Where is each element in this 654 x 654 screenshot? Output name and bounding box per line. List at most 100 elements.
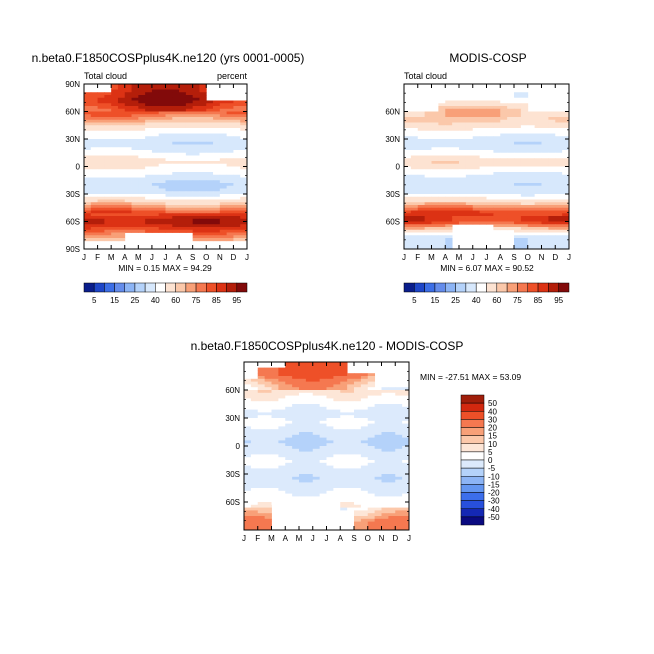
field-cell — [165, 89, 173, 93]
field-cell — [541, 150, 549, 154]
field-cell — [541, 133, 549, 137]
field-cell — [111, 172, 119, 176]
field-cell — [354, 460, 362, 464]
field-cell — [312, 404, 321, 408]
field-cell — [192, 133, 200, 137]
panel-obs-colorbar: 5 15 25 40 60 75 85 95 — [403, 282, 570, 305]
field-cell — [541, 177, 549, 181]
field-cell — [84, 180, 92, 184]
field-cell — [312, 448, 321, 452]
field-cell — [172, 141, 180, 145]
field-cell — [257, 418, 266, 422]
field-cell — [257, 395, 266, 399]
field-cell — [206, 166, 214, 170]
field-cell — [172, 163, 180, 167]
field-cell — [555, 218, 563, 222]
field-cell — [90, 119, 98, 123]
field-cell — [347, 412, 355, 416]
field-cell — [381, 457, 389, 461]
field-cell — [138, 207, 146, 211]
field-cell — [250, 518, 259, 522]
field-cell — [514, 128, 522, 132]
field-cell — [388, 448, 396, 452]
field-cell — [555, 183, 563, 187]
field-cell — [226, 125, 234, 129]
field-cell — [417, 147, 426, 151]
field-cell — [431, 122, 439, 126]
field-cell — [278, 376, 286, 380]
field-cell — [97, 133, 105, 137]
field-cell — [459, 141, 467, 145]
field-cell — [417, 218, 426, 222]
field-cell — [179, 172, 187, 176]
field-cell — [500, 163, 508, 167]
field-cell — [240, 210, 248, 214]
field-cell — [374, 493, 382, 497]
field-cell — [292, 448, 300, 452]
field-cell — [438, 144, 446, 148]
field-cell — [165, 95, 173, 99]
y-tick-label: 60S — [386, 218, 400, 227]
field-cell — [410, 163, 419, 167]
field-cell — [124, 227, 132, 231]
field-cell — [278, 429, 286, 433]
field-cell — [90, 210, 98, 214]
field-cell — [514, 169, 522, 173]
field-cell — [367, 465, 376, 469]
field-cell — [438, 196, 446, 200]
field-cell — [360, 513, 369, 517]
field-cell — [417, 150, 426, 154]
field-cell — [172, 221, 180, 225]
field-cell — [534, 224, 542, 228]
field-cell — [131, 130, 139, 134]
colorbar-label: 20 — [488, 424, 497, 433]
field-cell — [151, 111, 160, 115]
field-cell — [206, 130, 214, 134]
field-cell — [292, 446, 300, 450]
field-cell — [374, 420, 382, 424]
field-cell — [233, 147, 241, 151]
field-cell — [312, 434, 321, 438]
field-cell — [131, 147, 139, 151]
field-cell — [326, 367, 334, 371]
field-cell — [438, 216, 446, 220]
field-cell — [404, 218, 412, 222]
field-cell — [244, 426, 252, 430]
field-cell — [514, 111, 522, 115]
field-cell — [179, 117, 187, 121]
field-cell — [388, 471, 396, 475]
field-cell — [145, 172, 153, 176]
field-cell — [534, 163, 542, 167]
field-cell — [333, 362, 341, 366]
field-cell — [299, 440, 307, 444]
panel-model-stats: MIN = 0.15 MAX = 94.29 — [118, 263, 212, 273]
field-cell — [360, 468, 369, 472]
colorbar-swatch — [460, 411, 485, 420]
field-cell — [360, 420, 369, 424]
field-cell — [520, 125, 529, 129]
field-cell — [257, 432, 266, 436]
field-cell — [185, 205, 194, 209]
field-cell — [158, 202, 166, 206]
field-cell — [388, 527, 396, 531]
field-cell — [438, 188, 446, 192]
field-cell — [395, 390, 403, 394]
field-cell — [431, 139, 439, 143]
field-cell — [131, 172, 139, 176]
field-cell — [138, 163, 146, 167]
y-tick-label: 60N — [65, 108, 80, 117]
field-cell — [354, 412, 362, 416]
panel-model-field — [84, 84, 248, 242]
field-cell — [131, 213, 139, 217]
field-cell — [486, 117, 494, 121]
field-cell — [138, 205, 146, 209]
field-cell — [534, 158, 542, 162]
field-cell — [410, 130, 419, 134]
field-cell — [158, 150, 166, 154]
field-cell — [465, 150, 474, 154]
field-cell — [472, 122, 481, 126]
field-cell — [374, 426, 382, 430]
field-cell — [199, 84, 207, 88]
field-cell — [486, 169, 494, 173]
